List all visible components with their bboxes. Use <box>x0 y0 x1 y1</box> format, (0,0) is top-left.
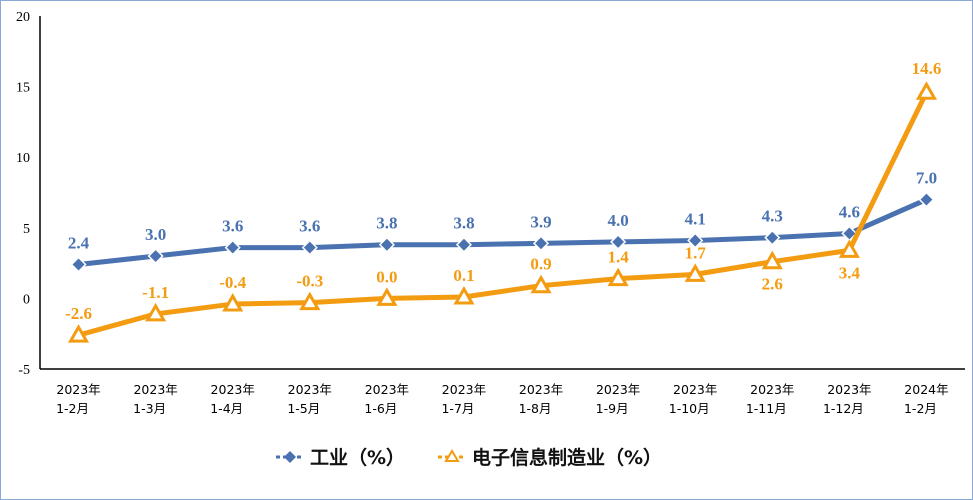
x-tick-label: 2023年 1-12月 <box>823 382 872 416</box>
x-tick-label: 2023年 1-10月 <box>669 382 718 416</box>
data-label-industry: 3.8 <box>453 214 474 233</box>
y-tick-label: 20 <box>16 10 30 25</box>
x-tick-label: 2023年 1-8月 <box>519 382 564 416</box>
y-tick-label: 0 <box>23 292 30 307</box>
x-tick-label: 2023年 1-5月 <box>287 382 332 416</box>
triangle-marker[interactable] <box>530 274 552 294</box>
diamond-marker[interactable] <box>301 239 318 256</box>
data-label-electronics: -0.4 <box>219 273 246 292</box>
data-label-electronics: -2.6 <box>65 304 92 323</box>
data-label-electronics: 0.9 <box>530 255 551 274</box>
data-label-industry: 7.0 <box>916 169 937 188</box>
x-tick-label: 2023年 1-7月 <box>441 382 486 416</box>
data-label-electronics: -0.3 <box>296 272 323 291</box>
legend: 工业（%） 电子信息制造业（%） <box>276 446 662 469</box>
triangle-marker[interactable] <box>299 291 321 311</box>
data-label-industry: 4.1 <box>685 210 706 229</box>
data-label-industry: 2.4 <box>68 234 90 253</box>
data-label-electronics: 1.7 <box>685 243 707 262</box>
triangle-marker[interactable] <box>145 302 167 322</box>
triangle-marker[interactable] <box>915 81 938 100</box>
diamond-marker[interactable] <box>764 229 781 246</box>
data-label-electronics: -1.1 <box>142 283 169 302</box>
data-label-industry: 4.3 <box>762 207 783 226</box>
data-label-electronics: 14.6 <box>912 59 942 78</box>
data-label-industry: 4.0 <box>608 211 629 230</box>
axes <box>39 16 965 370</box>
line-industry <box>78 197 928 267</box>
data-label-industry: 3.6 <box>222 217 243 236</box>
x-tick-label: 2023年 1-6月 <box>364 382 409 416</box>
triangle-marker[interactable] <box>684 263 706 282</box>
x-tick-label: 2023年 1-2月 <box>56 382 101 416</box>
triangle-marker[interactable] <box>222 293 244 312</box>
triangle-marker[interactable] <box>453 285 475 305</box>
x-tick-label: 2023年 1-3月 <box>133 382 178 416</box>
data-label-electronics: 2.6 <box>762 275 783 294</box>
diamond-marker[interactable] <box>147 247 164 265</box>
x-tick-label: 2023年 1-11月 <box>746 382 795 416</box>
triangle-marker[interactable] <box>376 287 398 306</box>
data-label-industry: 4.6 <box>839 202 860 221</box>
triangle-marker[interactable] <box>761 250 783 270</box>
diamond-marker[interactable] <box>532 235 550 252</box>
triangle-icon <box>444 449 460 462</box>
diamond-icon <box>284 451 296 463</box>
line-electronics <box>77 91 929 338</box>
data-labels-industry: 2.4 3.0 3.6 3.6 3.8 3.8 3.9 4.0 4.1 4.3 4.6 7.0 <box>68 169 937 253</box>
data-label-electronics: 0.0 <box>376 267 397 286</box>
y-axis-ticks: -5 0 5 10 15 20 <box>16 10 30 378</box>
diamond-marker[interactable] <box>455 236 473 253</box>
data-label-electronics: 3.4 <box>839 263 861 282</box>
x-tick-label: 2023年 1-9月 <box>596 382 641 416</box>
data-label-industry: 3.8 <box>376 214 397 233</box>
triangle-marker[interactable] <box>838 239 860 258</box>
diamond-marker[interactable] <box>610 233 627 250</box>
triangle-marker[interactable] <box>67 324 90 343</box>
diamond-marker[interactable] <box>378 236 395 253</box>
y-tick-label: 10 <box>16 151 30 166</box>
x-axis-labels: 2023年 1-2月 2023年 1-3月 2023年 1-4月 2023年 1-5月 2023… <box>56 382 949 416</box>
triangle-marker[interactable] <box>607 267 629 287</box>
y-tick-label: -5 <box>18 363 30 378</box>
data-label-industry: 3.9 <box>530 212 551 231</box>
legend-item-industry[interactable]: 工业（%） <box>276 446 405 469</box>
y-tick-label: 5 <box>23 222 30 237</box>
diamond-marker[interactable] <box>687 232 704 249</box>
legend-item-electronics[interactable]: 电子信息制造业（%） <box>438 446 662 469</box>
data-label-industry: 3.6 <box>299 217 320 236</box>
series-electronics <box>67 81 938 343</box>
data-labels-electronics: -2.6 -1.1 -0.4 -0.3 0.0 0.1 0.9 1.4 1.7 2.6 3.4 14.… <box>65 59 941 323</box>
diamond-marker[interactable] <box>224 239 241 256</box>
data-label-electronics: 1.4 <box>608 248 630 267</box>
diamond-marker[interactable] <box>70 256 87 273</box>
data-label-industry: 3.0 <box>145 225 166 244</box>
data-label-electronics: 0.1 <box>453 266 474 285</box>
y-tick-label: 15 <box>16 81 30 96</box>
x-tick-label: 2023年 1-4月 <box>210 382 255 416</box>
diamond-marker[interactable] <box>918 191 935 208</box>
series-industry <box>70 191 935 273</box>
legend-label-industry: 工业（%） <box>310 446 405 469</box>
legend-label-electronics: 电子信息制造业（%） <box>472 446 662 469</box>
x-tick-label: 2024年 1-2月 <box>904 382 949 416</box>
